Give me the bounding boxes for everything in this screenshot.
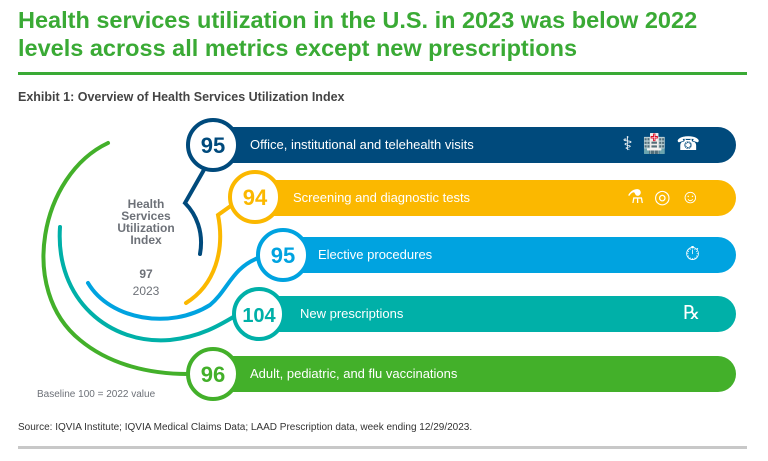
index-label-line: Services bbox=[121, 209, 171, 223]
index-label-line: Health bbox=[128, 197, 165, 211]
arc-visits bbox=[182, 166, 207, 256]
value-prescriptions: 104 bbox=[242, 305, 276, 327]
rx-mortar-icon: ℞ bbox=[682, 303, 710, 324]
arc-vaccinations bbox=[41, 141, 190, 376]
metric-label: New prescriptions bbox=[300, 306, 404, 321]
value-elective: 95 bbox=[271, 243, 295, 268]
index-year: 2023 bbox=[133, 284, 160, 298]
screening-icons: ⚗◎☺ bbox=[626, 187, 710, 208]
footer-divider bbox=[18, 446, 747, 449]
value-visits: 95 bbox=[201, 133, 225, 158]
value-circle-visits bbox=[186, 118, 240, 172]
metric-label: Screening and diagnostic tests bbox=[293, 190, 471, 205]
page-title: Health services utilization in the U.S. … bbox=[18, 7, 698, 61]
index-value: 97 bbox=[139, 267, 153, 281]
value-vaccinations: 96 bbox=[201, 362, 225, 387]
metric-bar-prescriptions: New prescriptions ℞ bbox=[258, 296, 736, 332]
metric-bar-vaccinations: Adult, pediatric, and flu vaccinations bbox=[210, 356, 736, 392]
metric-bar-screening: Screening and diagnostic tests ⚗◎☺ bbox=[250, 180, 736, 216]
source-note: Source: IQVIA Institute; IQVIA Medical C… bbox=[18, 422, 473, 433]
value-screening: 94 bbox=[243, 185, 268, 210]
value-circle-elective bbox=[256, 228, 310, 282]
index-label-line: Utilization bbox=[117, 221, 174, 235]
gurney-clock-icon: ⏱ bbox=[685, 244, 710, 265]
value-circle-prescriptions bbox=[232, 287, 286, 341]
metric-bar-elective: Elective procedures ⏱ bbox=[280, 237, 736, 273]
exhibit-title: Exhibit 1: Overview of Health Services U… bbox=[18, 90, 345, 104]
arc-elective bbox=[86, 256, 260, 321]
value-circle-vaccinations bbox=[186, 347, 240, 401]
title-divider bbox=[18, 72, 747, 75]
metric-label: Adult, pediatric, and flu vaccinations bbox=[250, 366, 458, 381]
metric-bar-visits: Office, institutional and telehealth vis… bbox=[210, 127, 736, 163]
metric-label: Elective procedures bbox=[318, 247, 433, 262]
arc-screening bbox=[184, 203, 234, 305]
arc-prescriptions bbox=[57, 225, 237, 343]
value-circle-screening bbox=[228, 170, 282, 224]
visits-icons: ⚕🏥☎ bbox=[622, 134, 710, 155]
baseline-note: Baseline 100 = 2022 value bbox=[37, 389, 156, 400]
index-label-line: Index bbox=[130, 233, 162, 247]
metric-label: Office, institutional and telehealth vis… bbox=[250, 137, 474, 152]
